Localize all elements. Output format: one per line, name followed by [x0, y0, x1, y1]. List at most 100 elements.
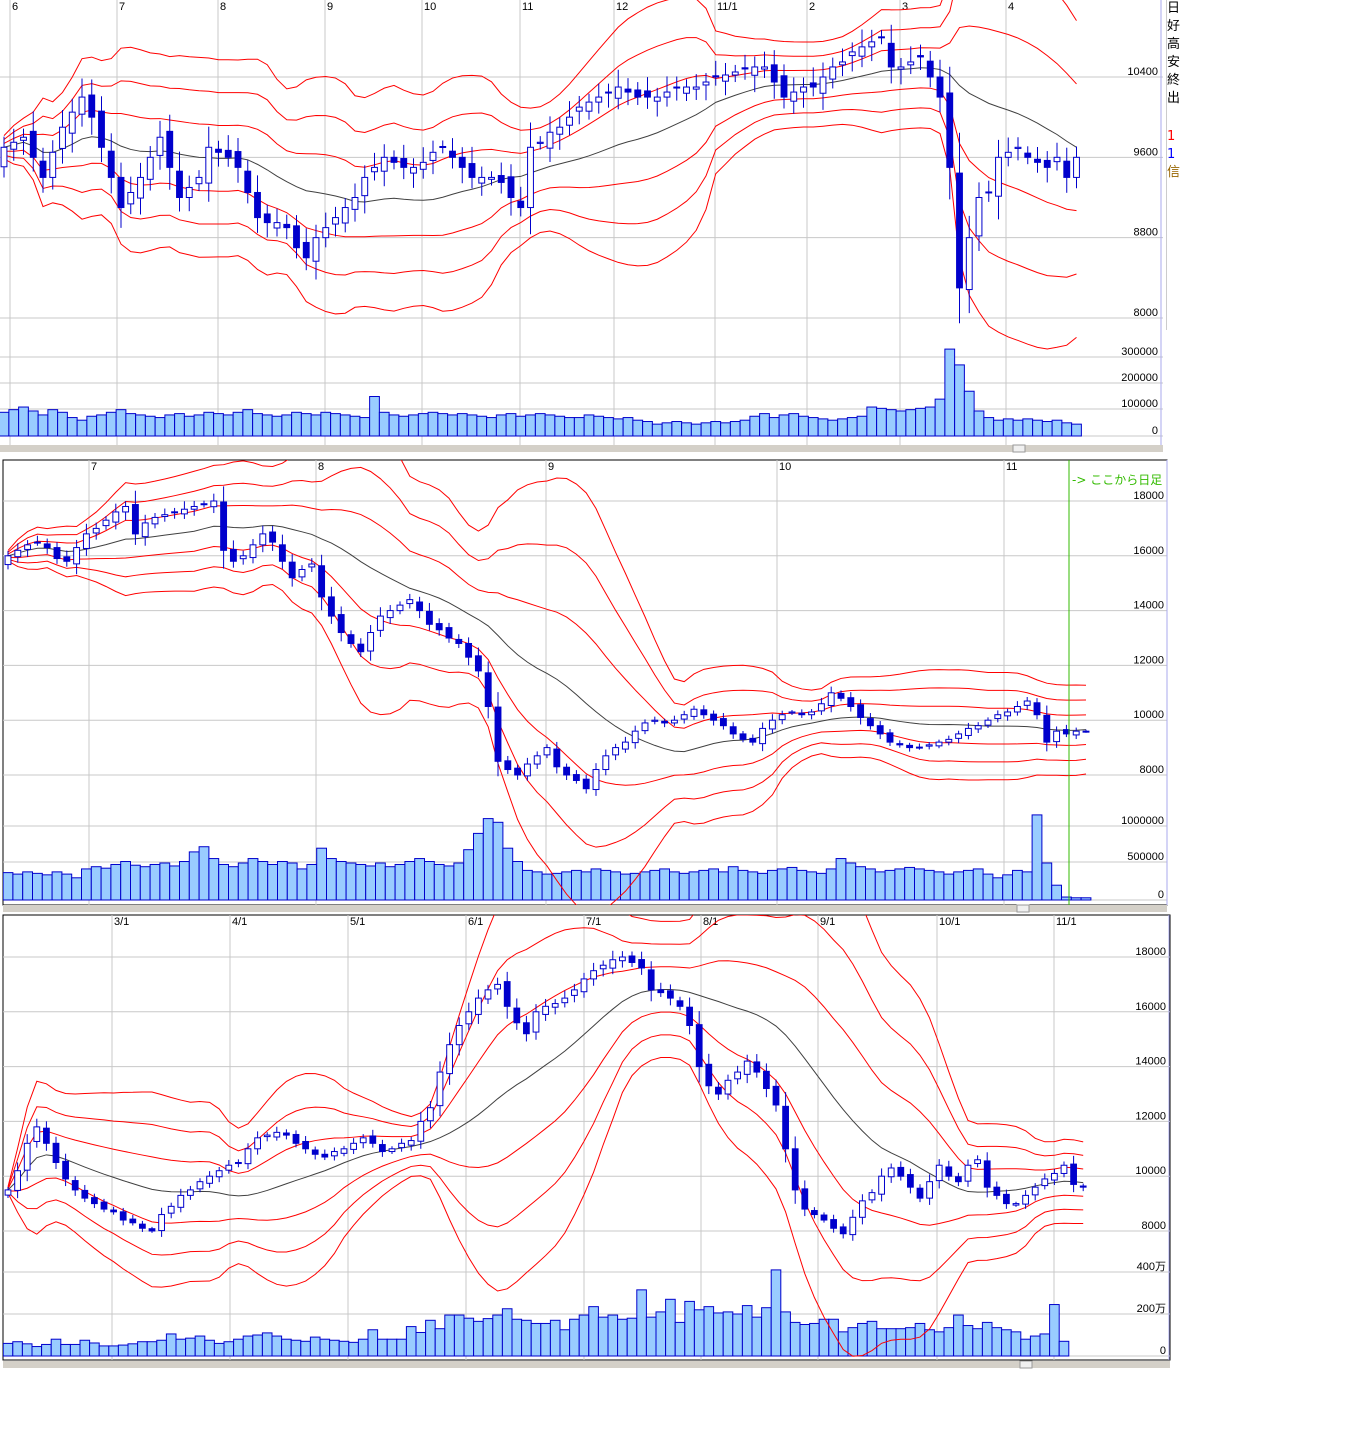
bullish-candle [371, 166, 378, 173]
bollinger-band-line [3, 123, 1077, 350]
bearish-candle [955, 1176, 962, 1183]
bearish-candle [53, 547, 61, 560]
bearish-candle [936, 76, 944, 98]
bearish-candle [985, 191, 993, 194]
bullish-candle [935, 741, 943, 747]
bearish-candle [983, 1160, 991, 1188]
bearish-candle [772, 1085, 780, 1106]
volume-bar [1002, 418, 1014, 437]
volume-bar [757, 872, 769, 901]
bearish-candle [705, 1063, 713, 1087]
volume-bar [417, 413, 429, 437]
scrollbar-thumb[interactable] [1012, 444, 1026, 453]
volume-bar [1061, 896, 1072, 901]
bearish-candle [71, 1180, 79, 1191]
bearish-candle [91, 1197, 98, 1205]
volume-bar [551, 872, 563, 901]
bullish-candle [351, 197, 359, 210]
volume-bar [125, 413, 137, 437]
volume-bar [943, 1327, 955, 1357]
volume-tick-label: 200万 [1137, 1303, 1166, 1315]
volume-bar [505, 413, 517, 437]
scrollbar-track[interactable] [3, 905, 1167, 912]
volume-bar [261, 1332, 273, 1357]
bullish-candle [631, 730, 639, 744]
bollinger-band-line [7, 1057, 1084, 1357]
volume-bar [522, 869, 533, 901]
bullish-candle [878, 36, 885, 39]
bearish-candle [1033, 702, 1041, 716]
volume-bar [703, 1306, 715, 1357]
bullish-candle [653, 96, 661, 102]
volume-bar [252, 413, 263, 437]
bullish-candle [546, 131, 554, 149]
volume-bar [612, 418, 624, 437]
bearish-candle [523, 1022, 530, 1035]
bearish-candle [107, 150, 115, 178]
scrollbar-thumb[interactable] [1016, 904, 1030, 913]
bullish-candle [122, 505, 130, 513]
volume-bar [386, 1338, 398, 1357]
bullish-candle [1014, 146, 1022, 149]
bearish-candle [269, 531, 277, 543]
bullish-candle [1072, 730, 1080, 736]
bullish-candle [4, 1189, 12, 1196]
volume-bar [530, 1322, 542, 1357]
volume-bar [573, 417, 585, 437]
bullish-candle [195, 176, 203, 185]
volume-bar [778, 414, 790, 437]
bearish-candle [886, 732, 894, 743]
volume-bar [369, 396, 380, 437]
volume-bar [329, 1339, 340, 1357]
volume-bar [425, 1319, 436, 1357]
horizontal-scrollbar[interactable] [3, 1360, 1170, 1369]
bullish-candle [523, 763, 531, 777]
bearish-candle [98, 110, 105, 148]
bearish-candle [638, 959, 645, 969]
bullish-candle [641, 722, 649, 732]
volume-bar [51, 871, 63, 901]
bullish-candle [599, 964, 607, 970]
volume-bar [12, 873, 24, 901]
scrollbar-thumb[interactable] [1019, 1360, 1033, 1369]
volume-bar [179, 861, 190, 901]
volume-bar [678, 872, 690, 901]
bullish-candle [332, 217, 339, 225]
bearish-candle [435, 623, 443, 631]
side-panel-item: 好 [1167, 19, 1181, 34]
volume-bar [904, 866, 916, 901]
bullish-candle [702, 81, 710, 86]
horizontal-scrollbar[interactable] [3, 904, 1167, 913]
x-tick-label: 9/1 [820, 916, 835, 928]
x-tick-label: 8 [318, 461, 324, 473]
bearish-candle [700, 709, 708, 716]
volume-bar [169, 865, 180, 901]
volume-bar [164, 414, 176, 437]
volume-bar [590, 868, 602, 901]
volume-bar [1012, 869, 1023, 901]
bearish-candle [357, 643, 365, 653]
volume-bar [1021, 871, 1033, 901]
volume-bar [1020, 1338, 1031, 1357]
bullish-candle [1004, 711, 1012, 717]
bullish-candle [868, 1192, 876, 1201]
volume-bar [944, 348, 956, 437]
bullish-candle [24, 544, 32, 550]
bullish-candle [127, 191, 135, 205]
bollinger-band-line [7, 560, 1087, 905]
bullish-candle [78, 96, 86, 115]
bullish-candle [858, 46, 866, 57]
bullish-candle [215, 1170, 223, 1178]
horizontal-scrollbar[interactable] [0, 444, 1163, 453]
scrollbar-track[interactable] [0, 445, 1163, 452]
x-tick-label: 11 [1006, 461, 1017, 473]
y-tick-label: 8800 [1134, 227, 1158, 239]
bullish-candle [200, 503, 208, 506]
bullish-candle [475, 997, 482, 1015]
scrollbar-track[interactable] [3, 1361, 1170, 1368]
volume-bar [120, 861, 131, 901]
volume-bar [600, 869, 612, 901]
volume-bar [933, 1331, 945, 1357]
bearish-candle [667, 990, 674, 999]
bearish-candle [229, 548, 237, 562]
